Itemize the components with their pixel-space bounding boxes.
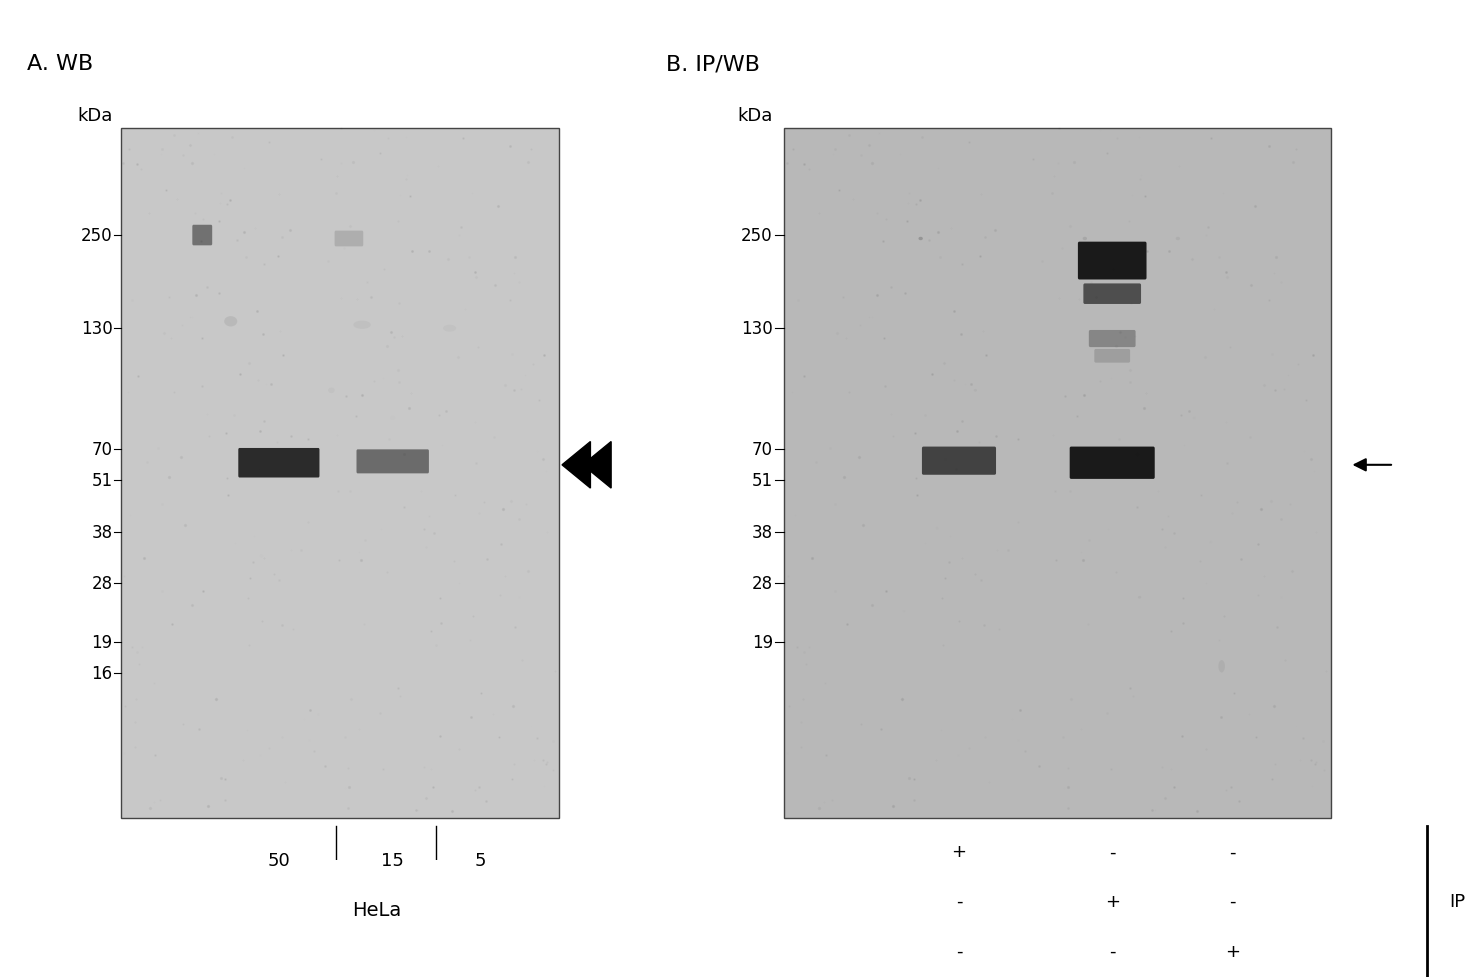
Text: 5: 5 [475,851,487,870]
FancyBboxPatch shape [238,448,319,478]
Ellipse shape [390,416,395,420]
Text: A. WB: A. WB [27,54,93,74]
Text: 19: 19 [92,633,112,652]
Ellipse shape [936,528,939,531]
Ellipse shape [1192,417,1197,420]
Text: 70: 70 [751,441,772,458]
Text: +: + [1105,892,1120,911]
FancyBboxPatch shape [1069,447,1155,480]
Text: 38: 38 [751,524,772,541]
Text: 70: 70 [92,441,112,458]
FancyBboxPatch shape [1089,330,1136,348]
Ellipse shape [435,645,438,648]
Ellipse shape [918,237,923,241]
Text: 16: 16 [92,664,112,683]
Text: HeLa: HeLa [352,900,401,918]
Text: 38: 38 [92,524,112,541]
Text: 130: 130 [741,319,772,338]
Ellipse shape [1137,596,1142,599]
FancyBboxPatch shape [1094,350,1130,363]
Ellipse shape [353,321,371,329]
Text: 28: 28 [92,574,112,593]
Text: 15: 15 [382,851,404,870]
Text: 50: 50 [268,851,290,870]
FancyBboxPatch shape [921,447,995,475]
Text: 28: 28 [751,574,772,593]
Ellipse shape [225,317,237,327]
Text: 250: 250 [81,227,112,245]
FancyBboxPatch shape [1083,284,1140,305]
Text: 51: 51 [92,472,112,489]
Ellipse shape [444,325,456,332]
Text: 250: 250 [741,227,772,245]
Ellipse shape [973,390,978,393]
Ellipse shape [1210,541,1213,544]
Text: -: - [1109,842,1115,861]
Text: +: + [1225,942,1239,960]
Ellipse shape [260,555,263,558]
Text: IP: IP [1449,892,1466,911]
Polygon shape [562,442,590,488]
Ellipse shape [1083,237,1087,241]
FancyBboxPatch shape [1078,242,1146,280]
FancyBboxPatch shape [784,129,1331,819]
Text: kDa: kDa [77,106,112,125]
Text: -: - [955,942,963,960]
Ellipse shape [317,713,319,716]
Ellipse shape [1219,660,1225,673]
Text: 19: 19 [751,633,772,652]
Text: -: - [1229,892,1236,911]
Ellipse shape [1046,507,1049,509]
FancyBboxPatch shape [121,129,559,819]
Text: B. IP/WB: B. IP/WB [666,54,760,74]
Ellipse shape [1176,237,1180,241]
Polygon shape [583,442,611,488]
Ellipse shape [328,388,334,394]
Text: -: - [955,892,963,911]
FancyBboxPatch shape [192,226,211,246]
Text: 51: 51 [751,472,772,489]
Text: +: + [951,842,966,861]
FancyBboxPatch shape [334,232,364,247]
Text: 130: 130 [81,319,112,338]
FancyBboxPatch shape [356,449,429,474]
Text: -: - [1229,842,1236,861]
Ellipse shape [902,611,905,613]
Text: kDa: kDa [738,106,772,125]
Text: -: - [1109,942,1115,960]
